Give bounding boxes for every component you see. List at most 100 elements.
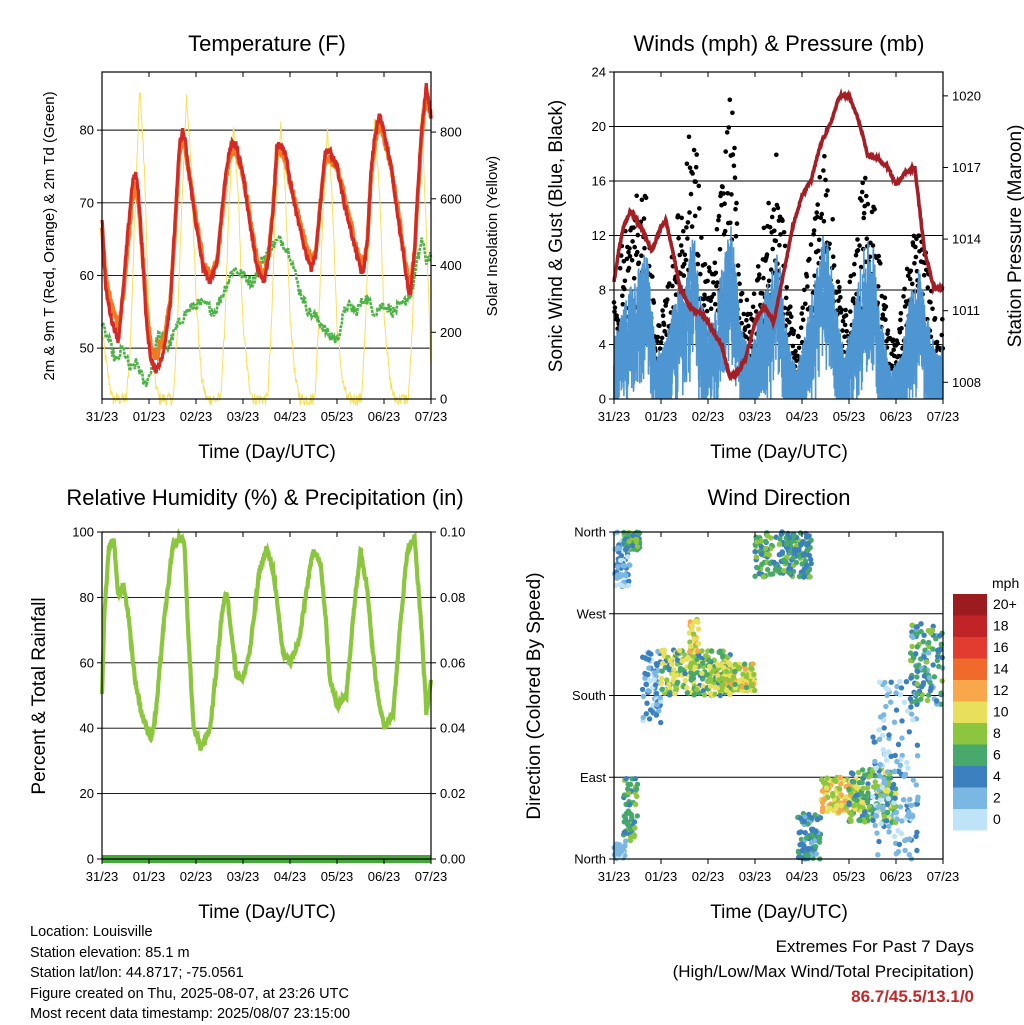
gust-point [753,309,759,314]
precip-ytick-right-label: 0.00 [440,852,465,867]
gust-point [905,273,911,279]
direction-point [798,829,804,835]
wind-direction-xtick-label: 03/23 [739,869,772,884]
gust-point [921,272,927,278]
wind-direction-ytick-label: West [577,606,607,621]
direction-point [936,663,942,670]
gust-point [766,200,771,206]
direction-point [627,562,633,568]
direction-point [691,636,697,642]
direction-point [899,735,905,741]
direction-point [653,690,659,697]
direction-point [719,683,725,689]
direction-point [894,758,900,765]
gust-point [831,263,837,268]
gust-point [855,237,860,242]
direction-point [781,557,787,563]
gust-point [748,311,753,317]
direction-point [640,714,646,721]
winds-xtick-label: 01/23 [645,409,678,424]
extremes-values: 86.7/45.5/13.1/0 [851,987,974,1006]
gust-point [750,304,756,310]
gust-point [724,130,730,135]
direction-point [872,758,878,765]
direction-point [847,810,853,816]
gust-point [807,256,812,262]
gust-point [713,301,718,307]
direction-point [804,547,810,553]
gust-point [738,298,743,304]
direction-point [902,847,908,854]
direction-point [694,670,701,676]
direction-point [700,688,706,694]
gust-point [651,300,657,305]
direction-point [804,569,811,575]
direction-point [717,692,723,699]
direction-point [910,777,916,783]
gust-point [814,214,820,220]
gust-point [635,232,641,238]
direction-point [660,660,666,667]
gust-point [847,279,853,285]
temperature-ytick-label: 70 [80,195,94,210]
gust-point [913,244,918,250]
direction-point [658,680,664,686]
gust-point [728,220,733,226]
direction-point [860,785,866,792]
gust-point [876,253,881,259]
direction-point [695,626,702,632]
gust-point [705,278,710,284]
direction-point [790,555,796,561]
direction-point [708,648,715,654]
solar-ytick-right-label: 400 [440,258,462,273]
direction-point [645,671,651,678]
direction-point [848,770,855,776]
direction-point [631,832,637,838]
gust-point [739,320,744,326]
wind-direction-ytick-label: North [574,525,606,540]
direction-point [903,679,910,685]
direction-point [888,679,894,685]
direction-point [625,554,631,560]
humidity-title: Relative Humidity (%) & Precipitation (i… [66,485,463,510]
direction-point [818,776,825,783]
gust-point [711,280,716,285]
gust-point [817,174,823,180]
direction-point [657,694,663,701]
direction-point [914,668,920,674]
direction-point [623,838,629,844]
direction-point [634,543,641,550]
direction-point [919,683,925,690]
legend-swatch [953,658,987,680]
gust-point [883,317,888,323]
direction-point [899,818,905,824]
winds-ylabel: Sonic Wind & Gust (Blue, Black) [546,100,567,372]
direction-point [914,644,920,650]
direction-point [888,753,894,759]
direction-point [853,793,859,799]
dewpoint-series [100,231,433,387]
direction-point [907,650,914,656]
direction-point [836,809,842,815]
gust-point [840,328,845,333]
direction-point [885,796,892,802]
pressure-ytick-right-label: 1017 [952,160,981,175]
gust-point [859,189,865,195]
gust-point [632,244,637,250]
direction-point [892,795,898,801]
direction-point [883,703,889,710]
gust-point [686,134,692,140]
humidity-plot-frame [101,531,432,860]
gust-point [733,234,739,239]
station-latlon: Station lat/lon: 44.8717; -75.0561 [30,965,244,981]
direction-point [625,786,631,792]
direction-point [753,554,760,560]
direction-point [889,785,896,791]
winds-ytick-label: 16 [592,174,606,189]
direction-point [893,809,900,815]
gust-point [735,263,741,268]
direction-point [658,675,665,682]
direction-point [767,571,773,577]
gust-point [744,317,749,323]
pressure-series [612,87,945,382]
